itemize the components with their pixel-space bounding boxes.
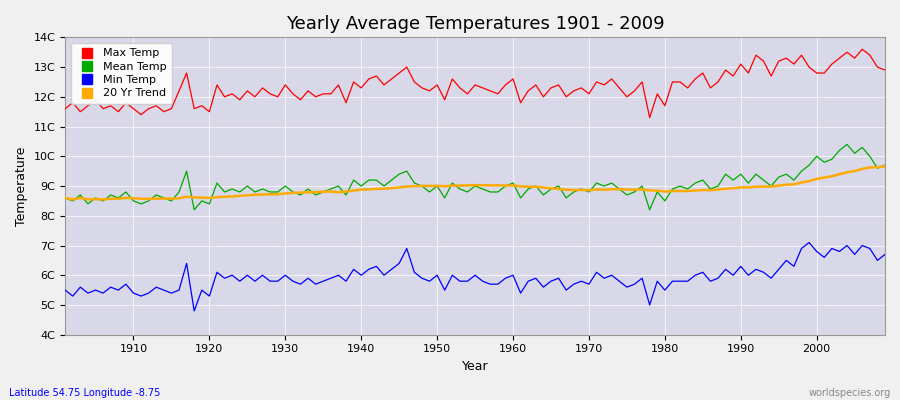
- Text: Latitude 54.75 Longitude -8.75: Latitude 54.75 Longitude -8.75: [9, 388, 160, 398]
- Legend: Max Temp, Mean Temp, Min Temp, 20 Yr Trend: Max Temp, Mean Temp, Min Temp, 20 Yr Tre…: [71, 43, 172, 104]
- X-axis label: Year: Year: [462, 360, 489, 373]
- Text: worldspecies.org: worldspecies.org: [809, 388, 891, 398]
- Title: Yearly Average Temperatures 1901 - 2009: Yearly Average Temperatures 1901 - 2009: [286, 15, 664, 33]
- Y-axis label: Temperature: Temperature: [15, 146, 28, 226]
